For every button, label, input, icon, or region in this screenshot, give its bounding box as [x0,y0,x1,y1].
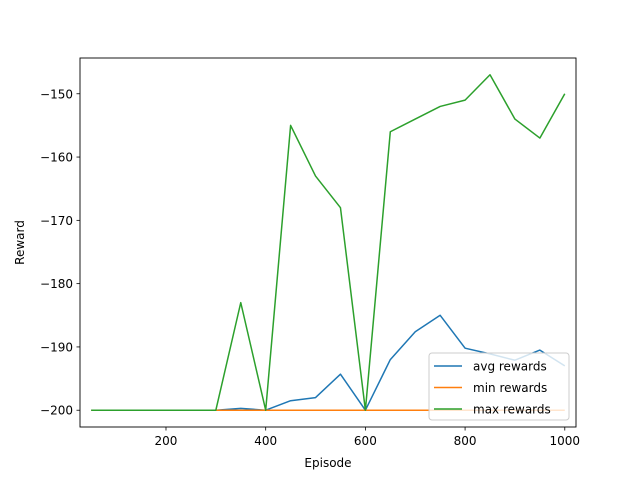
x-axis-ticks: 200 400 600 800 1000 [155,427,581,448]
y-axis-ticks: −200 −190 −180 −170 −160 −150 [40,87,80,418]
x-tick-label: 800 [454,434,477,448]
legend-label: max rewards [473,403,551,417]
x-tick-label: 600 [354,434,377,448]
x-tick-label: 200 [155,434,178,448]
y-tick-label: −170 [40,214,73,228]
x-tick-label: 400 [254,434,277,448]
legend-label: avg rewards [473,360,547,374]
y-axis-label: Reward [13,220,27,265]
series-line-2 [91,74,566,411]
legend: avg rewards min rewards max rewards [428,352,570,421]
x-axis-label: Episode [304,456,351,470]
y-tick-label: −200 [40,404,73,418]
legend-box [428,352,570,421]
plot-frame [79,57,577,428]
y-tick-label: −190 [40,340,73,354]
x-tick-label: 1000 [550,434,581,448]
y-tick-label: −180 [40,277,73,291]
y-tick-label: −150 [40,87,73,101]
y-tick-label: −160 [40,151,73,165]
legend-label: min rewards [473,381,547,395]
